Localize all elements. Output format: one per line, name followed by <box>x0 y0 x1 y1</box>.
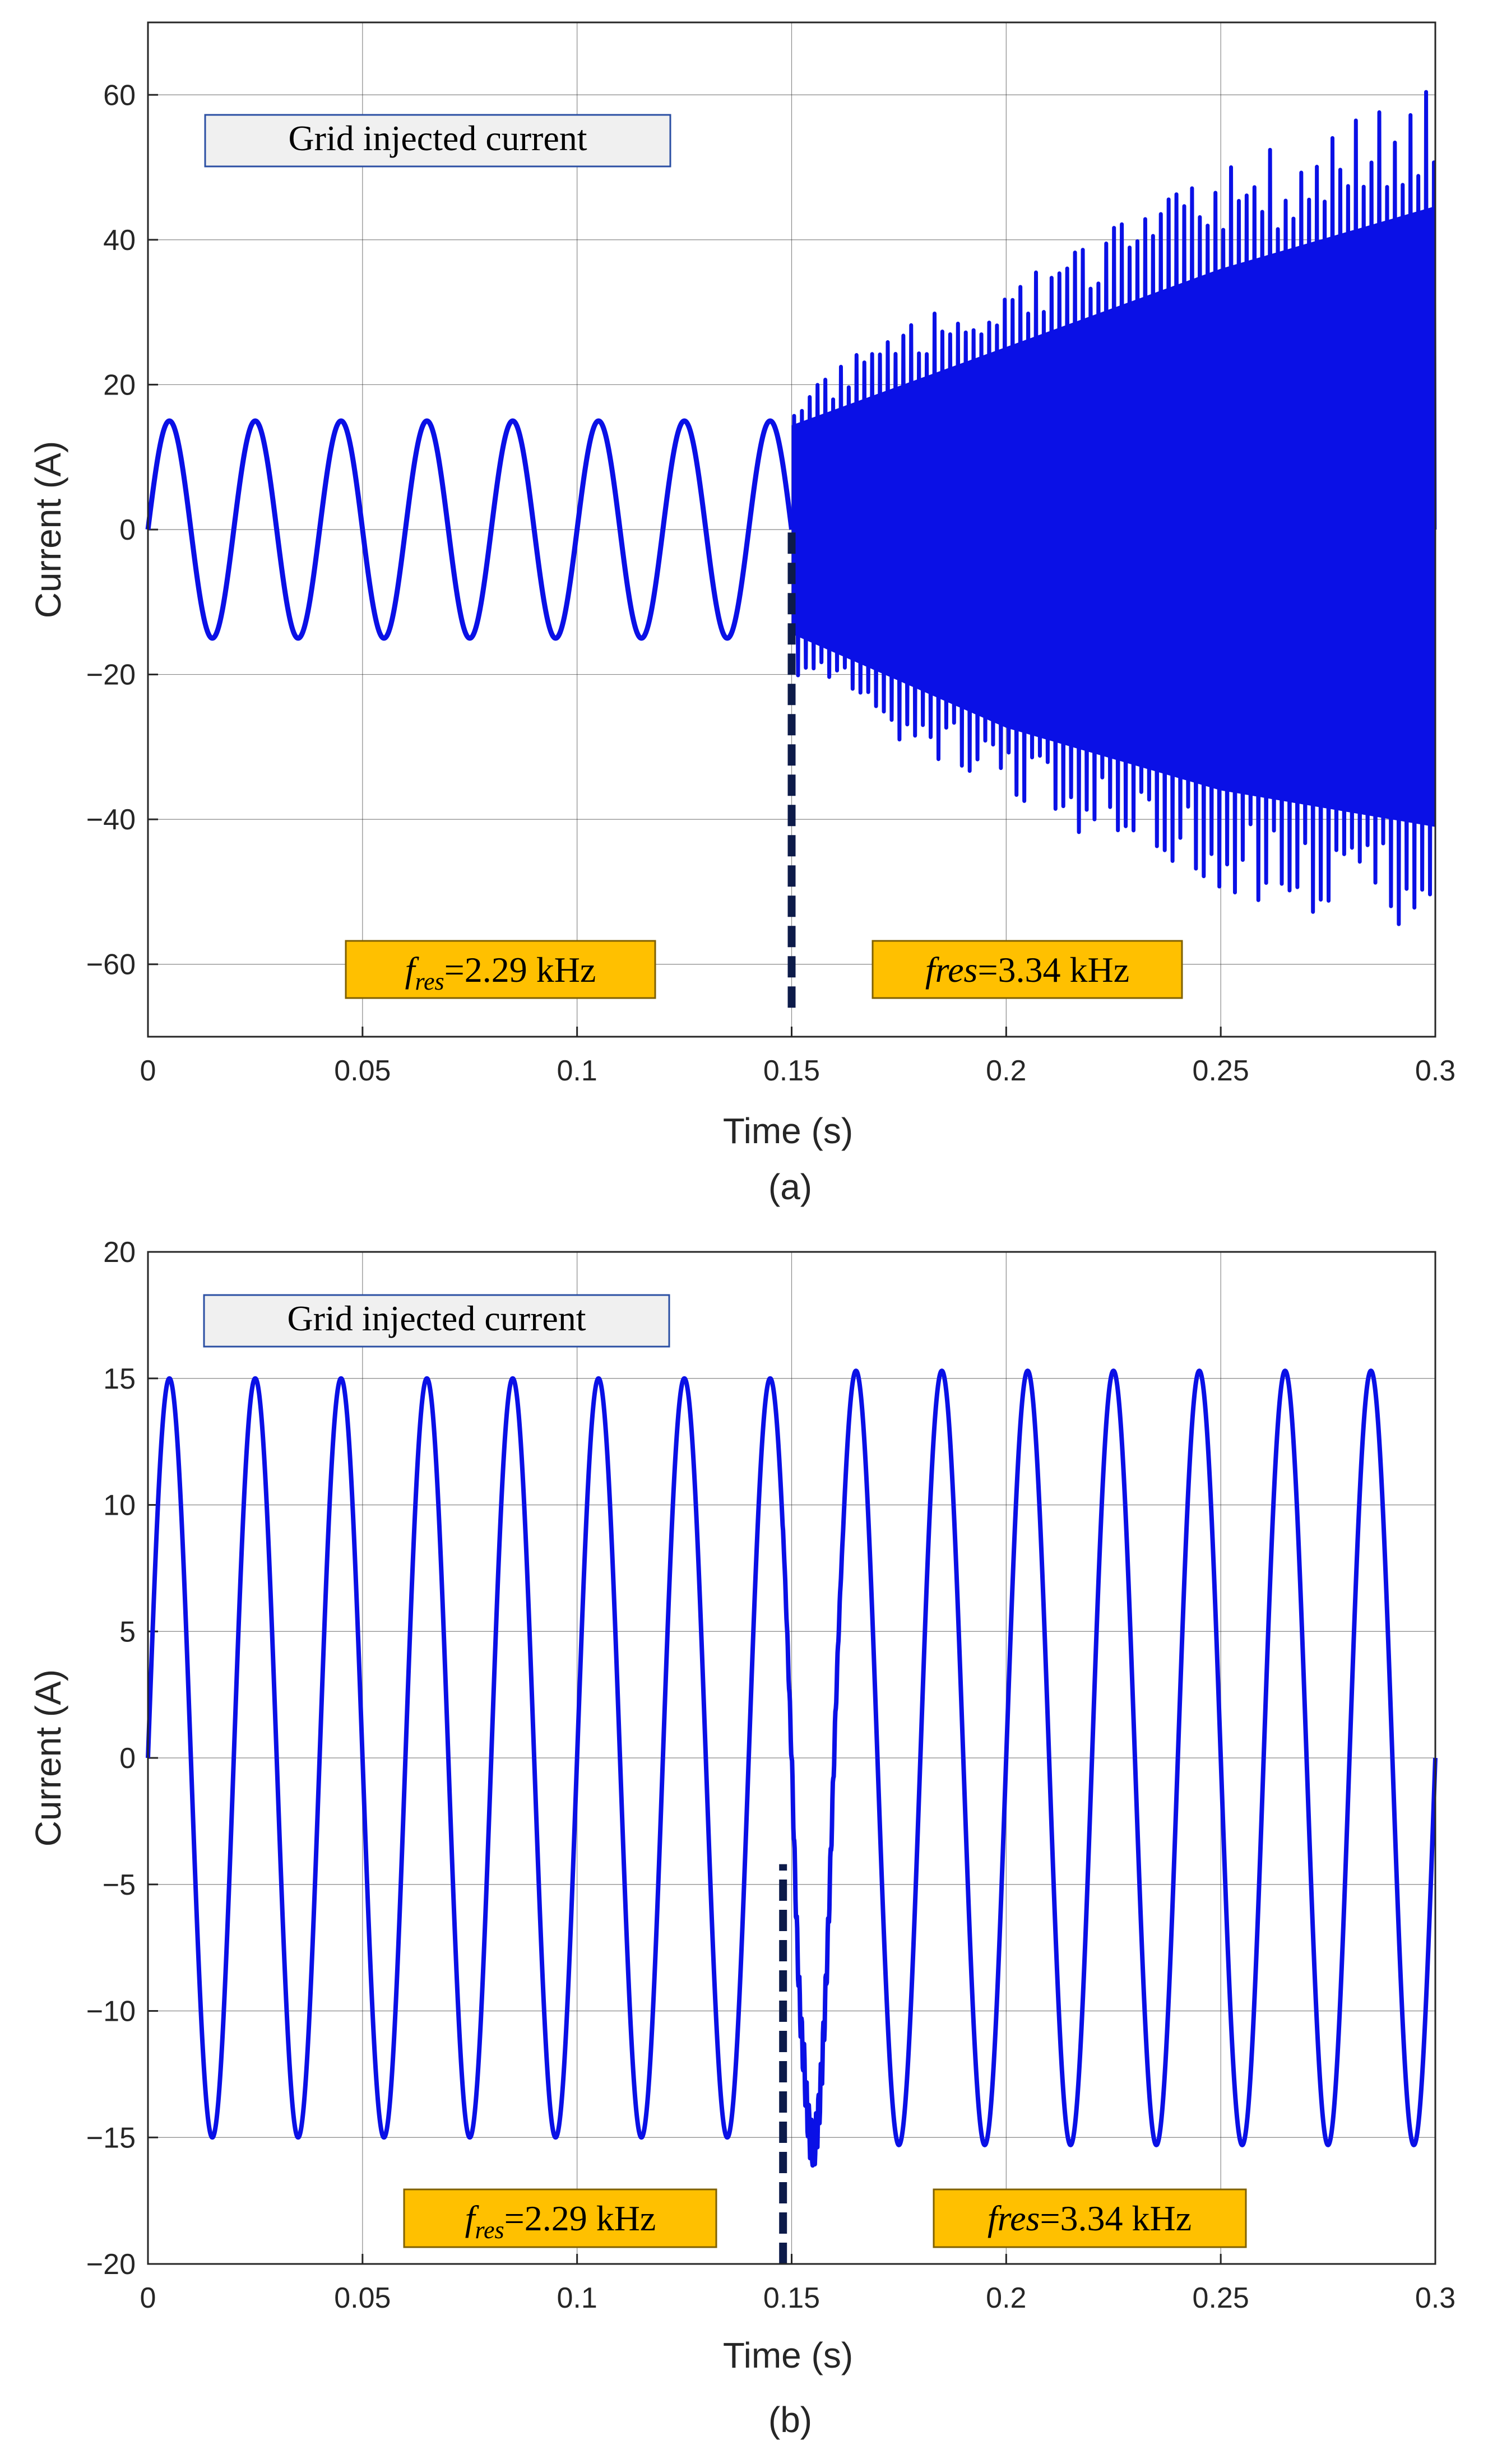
x-tick-label: 0.25 <box>1193 1055 1249 1087</box>
y-tick-labels-b: −20 −15 −10 −5 0 5 10 15 20 <box>86 1236 136 2281</box>
x-tick-labels-a: 0 0.05 0.1 0.15 0.2 0.25 0.3 <box>140 1055 1456 1087</box>
legend-text-a: Grid injected current <box>288 118 587 158</box>
x-tick-label: 0 <box>140 2282 156 2314</box>
y-tick-label: −5 <box>103 1869 136 1901</box>
y-tick-label: −15 <box>86 2122 136 2154</box>
y-tick-label: −20 <box>86 659 136 692</box>
x-tick-label: 0.2 <box>986 2282 1026 2314</box>
panel-label-b: (b) <box>768 2400 812 2440</box>
x-tick-label: 0.2 <box>986 1055 1026 1087</box>
y-tick-label: 15 <box>103 1363 136 1395</box>
x-tick-label: 0.25 <box>1193 2282 1249 2314</box>
y-tick-label: −60 <box>86 949 136 981</box>
x-tick-label: 0.05 <box>334 1055 391 1087</box>
annotation-box-b-2: fres=3.34 kHz <box>933 2188 1247 2248</box>
series-a <box>145 90 1437 926</box>
annotation-text-b-2: fres=3.34 kHz <box>988 2198 1192 2238</box>
x-axis-label-b: Time (s) <box>723 2335 853 2375</box>
y-tick-label: −20 <box>86 2248 136 2281</box>
y-tick-labels-a: −60 −40 −20 0 20 40 60 <box>86 79 136 981</box>
annotation-box-a-2: fres=3.34 kHz <box>872 940 1183 999</box>
x-tick-label: 0.3 <box>1415 2282 1455 2314</box>
x-tick-label: 0.3 <box>1415 1055 1455 1087</box>
legend-box-a: Grid injected current <box>204 114 671 168</box>
x-tick-label: 0.1 <box>557 1055 597 1087</box>
series-line-pre-event <box>145 418 794 641</box>
annotation-text-a-1: fres=2.29 kHz <box>405 950 596 995</box>
y-tick-label: 20 <box>103 369 136 401</box>
y-tick-label: 0 <box>119 514 136 546</box>
annotation-box-b-1: fres=2.29 kHz <box>403 2188 717 2248</box>
series-resonance-spikes <box>791 90 1437 926</box>
annotation-box-a-1: fres=2.29 kHz <box>345 940 656 999</box>
y-tick-label: −40 <box>86 804 136 836</box>
legend-box-b: Grid injected current <box>203 1294 670 1348</box>
y-tick-label: −10 <box>86 1996 136 2028</box>
x-axis-label-a: Time (s) <box>723 1111 853 1151</box>
y-axis-label-a: Current (A) <box>28 441 68 619</box>
panel-label-a: (a) <box>768 1167 812 1207</box>
x-tick-label: 0.1 <box>557 2282 597 2314</box>
x-tick-label: 0 <box>140 1055 156 1087</box>
y-tick-label: 40 <box>103 224 136 257</box>
legend-text-b: Grid injected current <box>287 1298 586 1338</box>
plot-border-a <box>147 21 1436 1038</box>
plot-border-b <box>147 1251 1436 2265</box>
y-tick-label: 0 <box>119 1742 136 1775</box>
y-tick-label: 5 <box>119 1616 136 1648</box>
x-tick-label: 0.15 <box>763 1055 820 1087</box>
x-tick-label: 0.15 <box>763 2282 820 2314</box>
x-tick-label: 0.05 <box>334 2282 391 2314</box>
x-tick-labels-b: 0 0.05 0.1 0.15 0.2 0.25 0.3 <box>140 2282 1456 2314</box>
series-line-b <box>146 1368 1438 2168</box>
y-tick-label: 10 <box>103 1489 136 1522</box>
annotation-text-a-2: fres=3.34 kHz <box>925 950 1129 990</box>
series-b <box>146 1368 1438 2168</box>
y-axis-label-b: Current (A) <box>28 1669 68 1847</box>
y-tick-label: 60 <box>103 79 136 112</box>
y-tick-label: 20 <box>103 1236 136 1269</box>
